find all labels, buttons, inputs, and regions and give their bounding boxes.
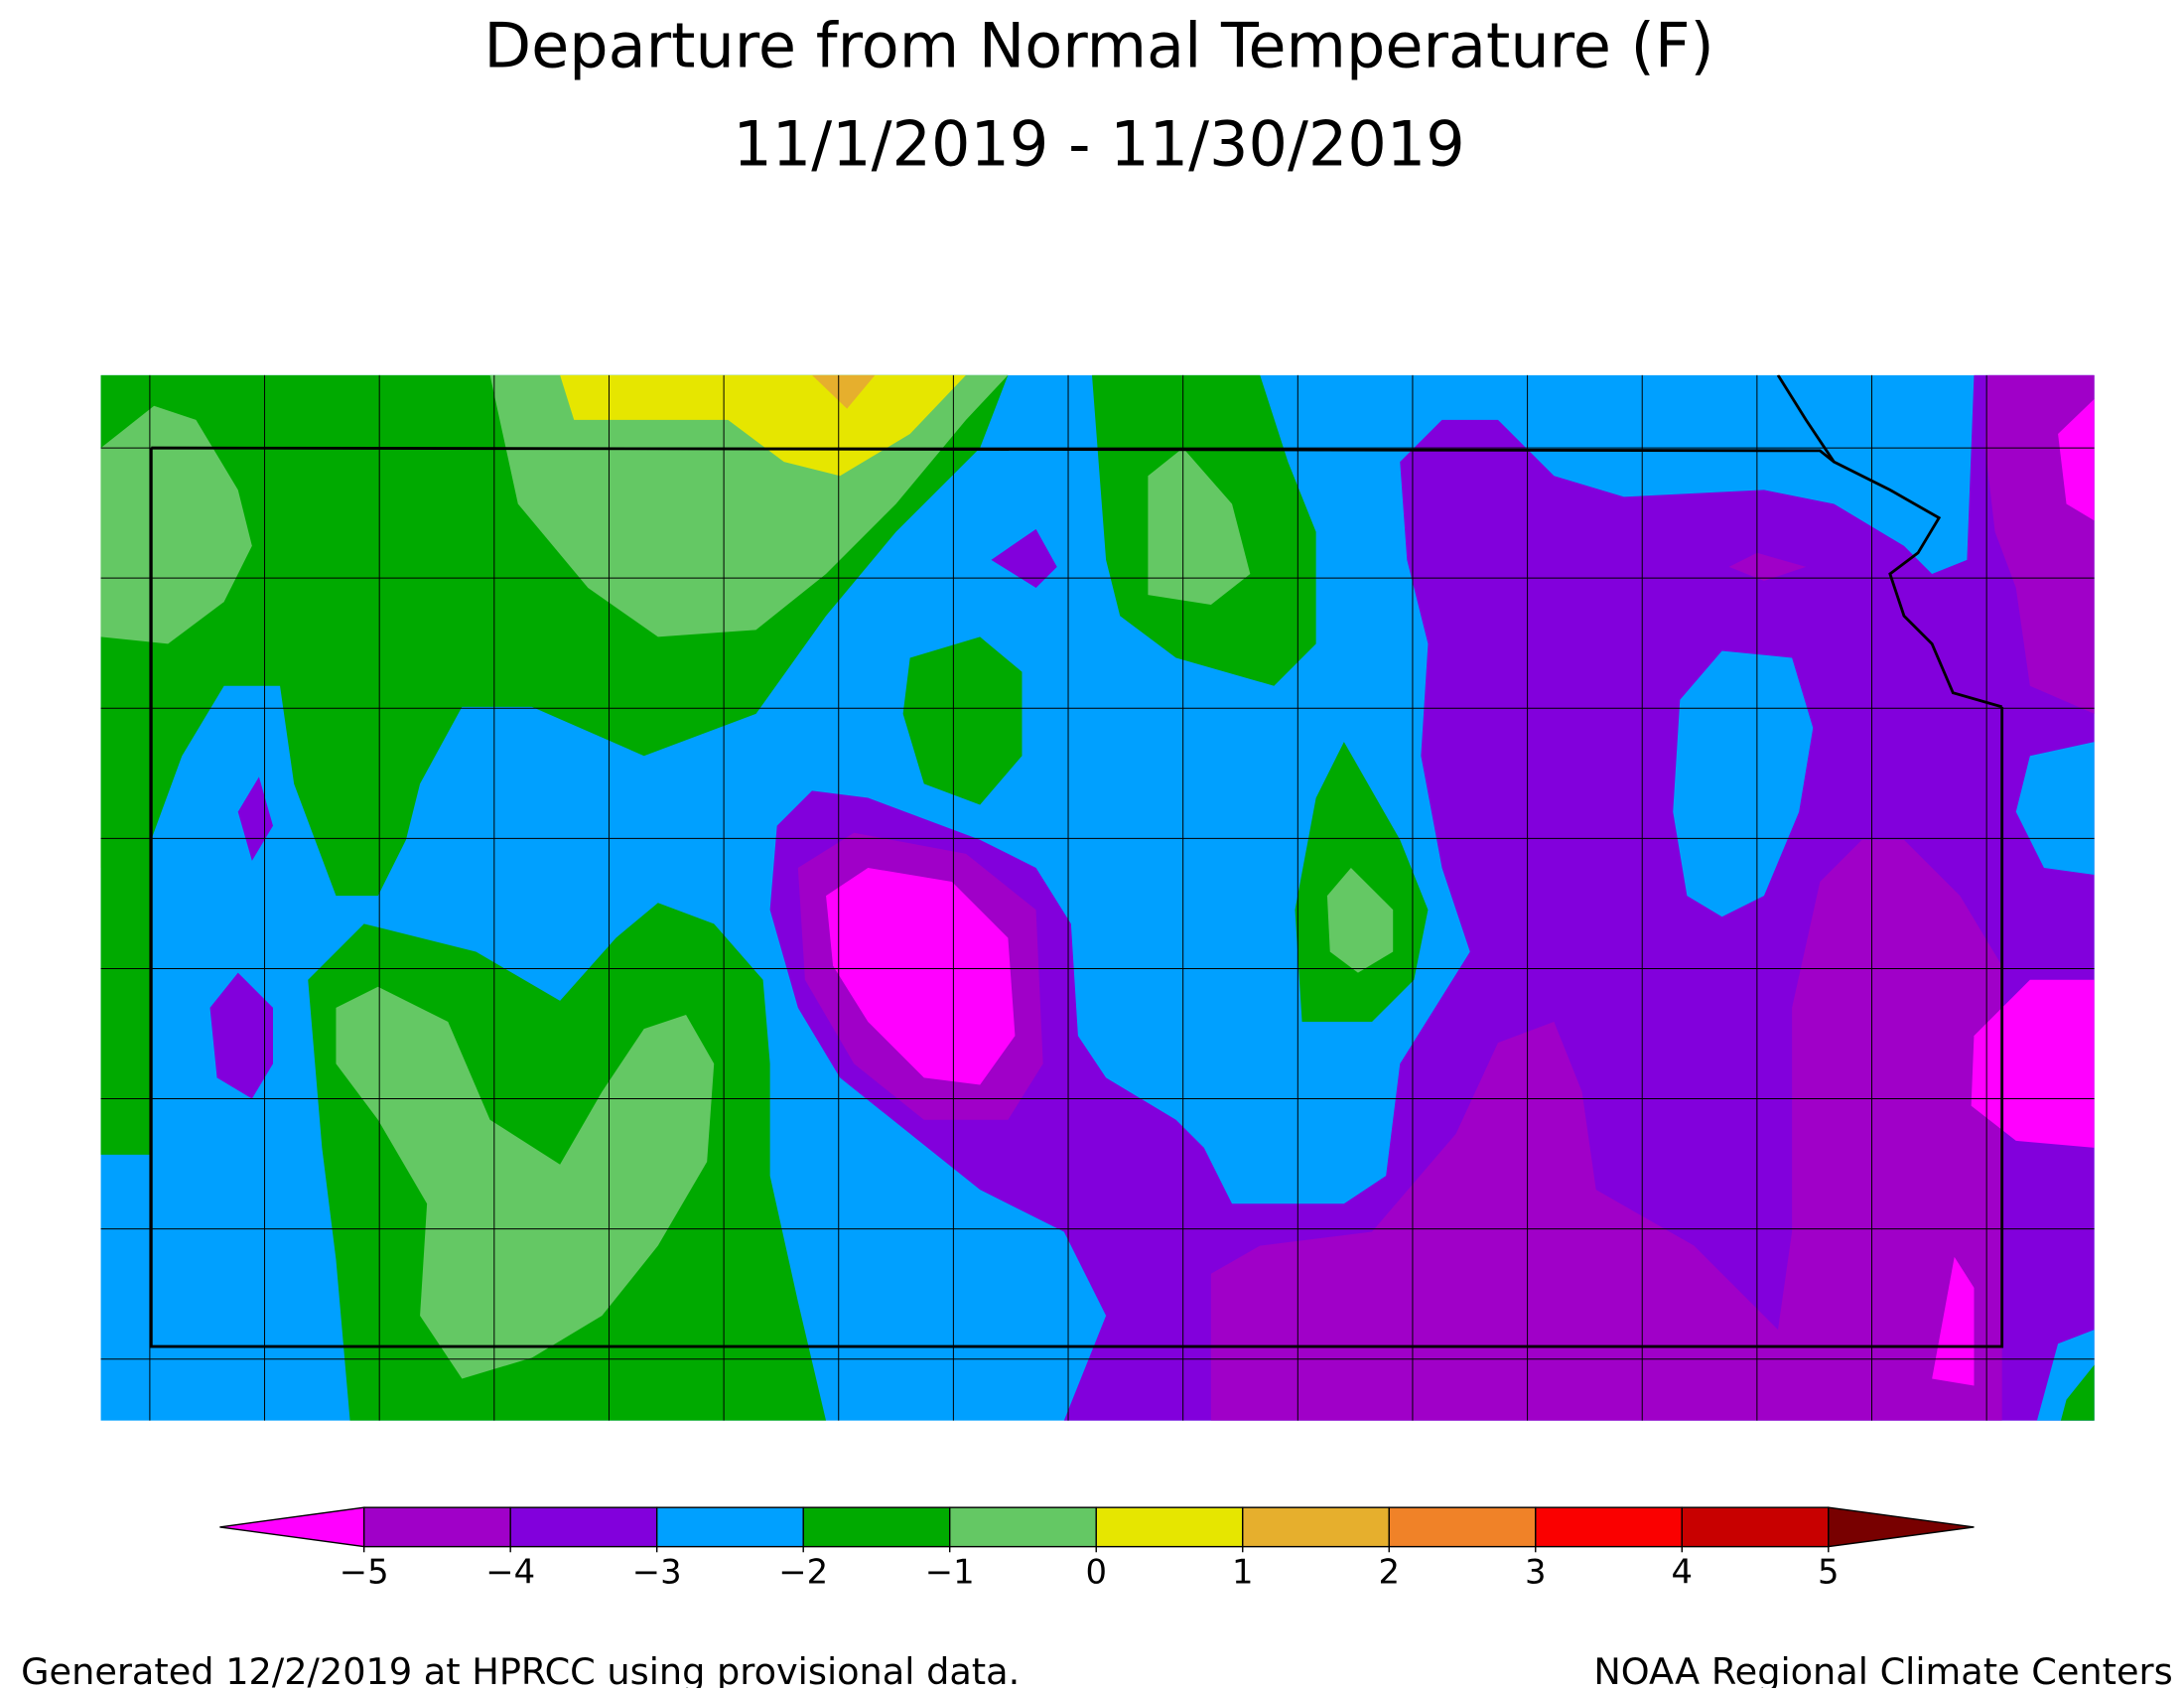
legend-tick-label: 0	[1085, 1552, 1107, 1591]
region-magenta	[1932, 1256, 1975, 1386]
state-border	[149, 446, 2004, 1348]
legend: −5 −4 −3 −2 −1 0 1 2 3 4 5	[219, 1506, 1975, 1591]
legend-swatch	[1095, 1506, 1244, 1548]
legend-swatch	[1388, 1506, 1537, 1548]
legend-swatch	[509, 1506, 658, 1548]
region-light-green	[100, 405, 252, 644]
region-yellow	[560, 374, 967, 477]
region-green	[2060, 1364, 2095, 1421]
legend-swatch	[1535, 1506, 1683, 1548]
region-purple	[991, 528, 1057, 589]
legend-tick-label: 1	[1232, 1552, 1254, 1591]
legend-tick-label: 3	[1525, 1552, 1547, 1591]
legend-tick-label: 5	[1818, 1552, 1840, 1591]
region-purple	[769, 374, 2095, 1421]
footer-right: NOAA Regional Climate Centers	[1593, 1650, 2172, 1688]
region-blue	[1673, 650, 1814, 917]
legend-swatch	[655, 1506, 804, 1548]
region-light-green	[336, 986, 715, 1379]
legend-swatch	[949, 1506, 1097, 1548]
region-magenta	[2058, 398, 2095, 521]
region-blue	[2015, 742, 2095, 876]
subtitle: 11/1/2019 - 11/30/2019	[733, 107, 1464, 180]
legend-arrow-low	[219, 1506, 365, 1548]
legend-tick-label: −4	[485, 1552, 535, 1591]
legend-tick-label: 2	[1378, 1552, 1400, 1591]
region-purple	[209, 972, 273, 1099]
legend-tick-label: −1	[925, 1552, 975, 1591]
legend-swatch	[802, 1506, 951, 1548]
contour-map	[100, 374, 2095, 1421]
region-light-green	[1326, 867, 1394, 973]
region-magenta	[826, 867, 1016, 1085]
legend-tick-label: −5	[340, 1552, 389, 1591]
region-light-green	[1148, 448, 1251, 605]
legend-tick-label: −2	[778, 1552, 828, 1591]
title: Departure from Normal Temperature (F)	[483, 10, 1713, 82]
region-green	[902, 636, 1023, 805]
footer-left: Generated 12/2/2019 at HPRCC using provi…	[21, 1650, 1020, 1688]
legend-swatch	[1242, 1506, 1390, 1548]
legend-swatch	[1681, 1506, 1830, 1548]
legend-arrow-high	[1828, 1506, 1975, 1548]
river-border	[1776, 374, 2003, 709]
region-orange	[811, 374, 876, 409]
region-dark-purple	[1210, 839, 2002, 1421]
region-green	[100, 839, 152, 1155]
legend-tick-label: 4	[1672, 1552, 1694, 1591]
legend-tick-label: −3	[632, 1552, 682, 1591]
region-dark-purple	[1728, 552, 1807, 581]
legend-swatch	[362, 1506, 511, 1548]
